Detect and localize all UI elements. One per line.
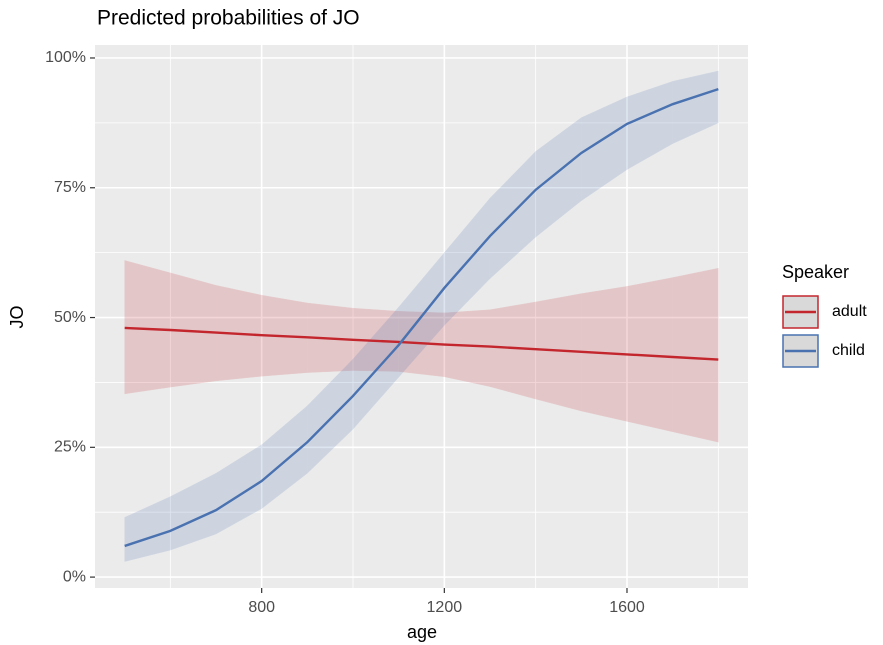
series-line: [124, 326, 719, 361]
ribbon-segment: [124, 260, 171, 395]
ribbon-segment: [672, 70, 719, 144]
series-line: [124, 87, 719, 548]
ribbon-segment: [489, 150, 536, 280]
legend-label: child: [832, 342, 865, 359]
ribbon-segment: [489, 301, 536, 400]
y-tick-label: 25%: [54, 439, 86, 456]
ribbon-segment: [626, 81, 673, 170]
ribbon-segment: [535, 293, 582, 412]
x-tick-label: 1600: [609, 599, 645, 616]
ribbon-segment: [124, 496, 171, 562]
ribbon-segment: [672, 267, 719, 443]
y-tick-label: 100%: [45, 49, 86, 66]
legend-label: adult: [832, 303, 867, 320]
y-tick-label: 50%: [54, 309, 86, 326]
y-axis-label: JO: [7, 305, 27, 328]
ribbon-segment: [170, 272, 217, 388]
x-tick-label: 1200: [427, 599, 463, 616]
ribbon-segment: [307, 358, 354, 474]
ribbon-segment: [581, 96, 628, 202]
ribbon: [124, 70, 719, 562]
x-tick-label: 800: [248, 599, 275, 616]
ribbon-segment: [352, 306, 399, 430]
ribbon-segment: [261, 405, 308, 509]
ribbon-segment: [170, 472, 217, 551]
x-axis-label: age: [407, 622, 437, 642]
ribbon-segment: [444, 309, 491, 387]
y-tick-label: 0%: [63, 568, 86, 585]
legend-title: Speaker: [782, 262, 849, 282]
ribbon-segment: [535, 117, 582, 238]
chart-title: Predicted probabilities of JO: [97, 7, 360, 30]
ribbon-segment: [215, 444, 262, 535]
y-tick-label: 75%: [54, 179, 86, 196]
